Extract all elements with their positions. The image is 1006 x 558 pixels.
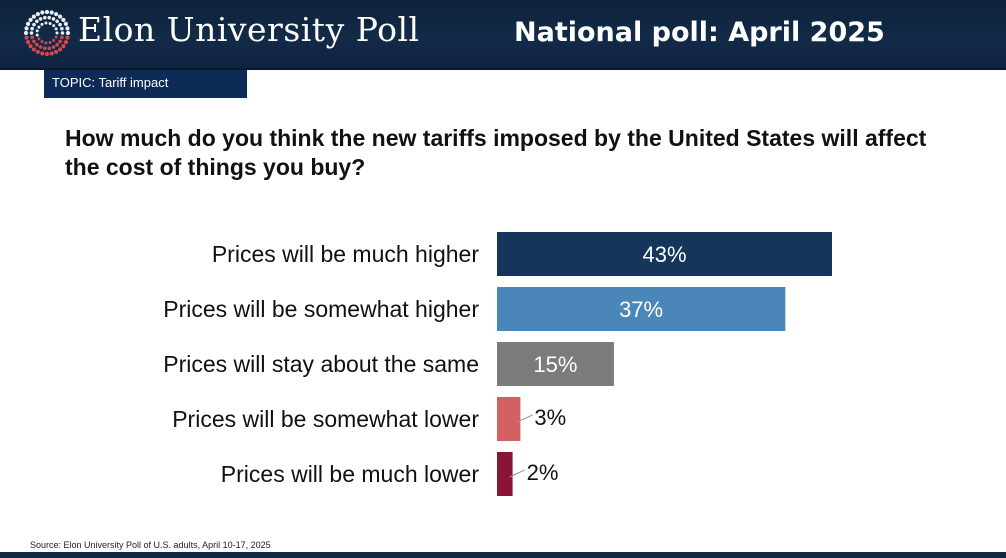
elon-poll-logo-icon (23, 9, 71, 57)
poll-title: National poll: April 2025 (514, 17, 885, 48)
source-note: Source: Elon University Poll of U.S. adu… (30, 540, 271, 550)
bar-much-lower (497, 452, 513, 496)
value-label-same: 15% (533, 352, 577, 377)
bar-much-higher (497, 232, 832, 276)
question-text: How much do you think the new tariffs im… (65, 125, 927, 180)
value-label-somewhat-lower: 3% (534, 405, 566, 430)
bar-chart: Prices will be much higher 43% Prices will… (163, 232, 832, 496)
footer-bar (0, 552, 1006, 558)
category-label-somewhat-higher: Prices will be somewhat higher (163, 296, 479, 322)
value-label-much-lower: 2% (527, 460, 559, 485)
bar-somewhat-higher (497, 287, 786, 331)
category-label-somewhat-lower: Prices will be somewhat lower (172, 406, 479, 432)
value-label-much-higher: 43% (642, 242, 686, 267)
brand-name: Elon University Poll (78, 10, 420, 49)
topic-badge: TOPIC: Tariff impact (44, 70, 247, 98)
value-label-somewhat-higher: 37% (619, 297, 663, 322)
bar-same (497, 342, 614, 386)
category-label-much-lower: Prices will be much lower (221, 461, 480, 487)
bar-somewhat-lower (497, 397, 521, 441)
category-label-same: Prices will stay about the same (163, 351, 479, 377)
category-label-much-higher: Prices will be much higher (212, 241, 480, 267)
leader-line-much-lower (509, 469, 525, 478)
leader-line-somewhat-lower (517, 414, 533, 423)
header-banner: Elon University Poll National poll: Apri… (0, 0, 1006, 70)
